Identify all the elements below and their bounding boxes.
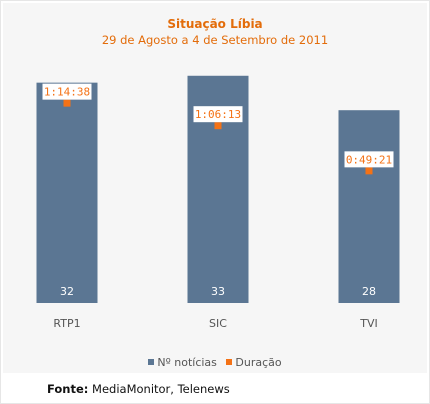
legend-swatch-noticias xyxy=(148,359,155,365)
source-label: Fonte: xyxy=(47,382,89,396)
duration-label-rtp1: 1:14:38 xyxy=(44,86,90,99)
legend-label-noticias: Nº notícias xyxy=(157,355,217,369)
legend-item-noticias[interactable]: Nº notícias xyxy=(148,356,217,369)
duration-label-box-sic xyxy=(193,106,243,123)
bar-value-label-rtp1: 32 xyxy=(60,285,74,298)
duration-marker-sic xyxy=(214,122,222,130)
bar-rtp1 xyxy=(36,82,98,304)
bar-value-label-sic: 33 xyxy=(211,285,225,298)
bar-value-label-tvi: 28 xyxy=(362,285,376,298)
duration-marker-rtp1 xyxy=(63,99,71,107)
source-note: Fonte: MediaMonitor, Telenews xyxy=(47,382,230,396)
bar-tvi xyxy=(338,110,400,303)
legend-item-duracao[interactable]: Duração xyxy=(226,355,282,369)
duration-label-tvi: 0:49:21 xyxy=(346,153,392,166)
category-label-tvi: TVI xyxy=(359,317,378,330)
source-text: MediaMonitor, Telenews xyxy=(92,382,230,396)
legend-swatch-duracao xyxy=(226,359,233,365)
chart-subtitle: 29 de Agosto a 4 de Setembro de 2011 xyxy=(101,33,329,47)
duration-marker-tvi xyxy=(365,167,373,175)
chart-title: Situação Líbia xyxy=(167,17,263,31)
duration-label-sic: 1:06:13 xyxy=(195,108,241,121)
category-label-rtp1: RTP1 xyxy=(53,317,80,330)
legend-label-duracao: Duração xyxy=(235,355,282,369)
category-label-sic: SIC xyxy=(209,317,227,330)
duration-label-box-tvi xyxy=(344,151,394,168)
legend: Nº notícias Duração xyxy=(0,355,430,369)
duration-label-box-rtp1 xyxy=(42,83,92,100)
